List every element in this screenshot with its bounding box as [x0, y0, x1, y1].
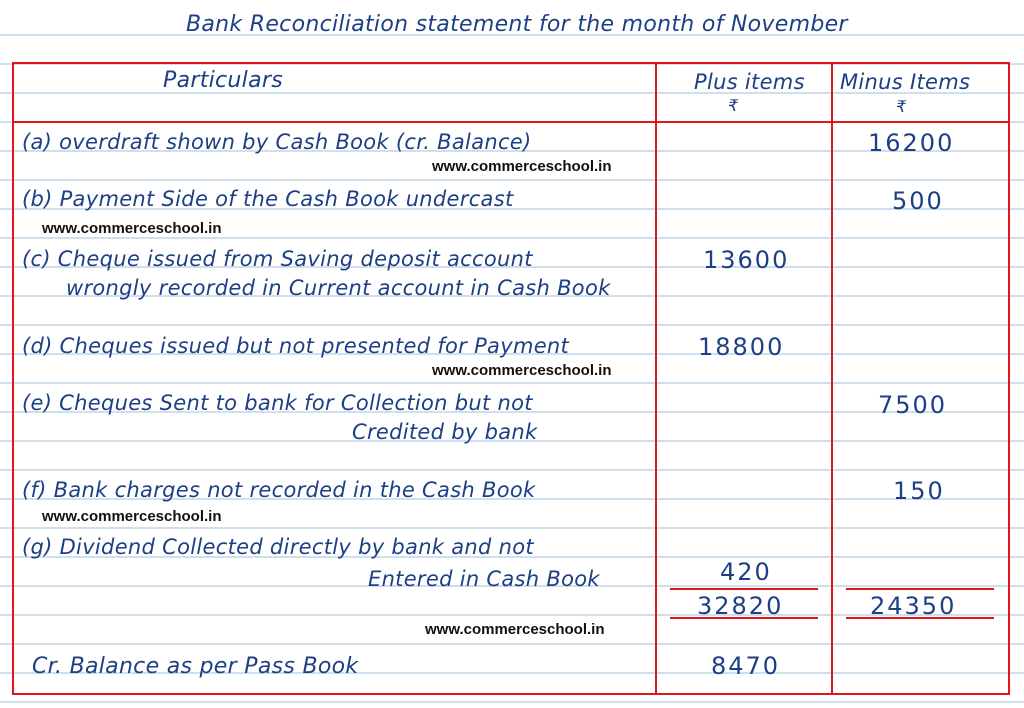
watermark: www.commerceschool.in — [42, 220, 222, 237]
page-title: Bank Reconciliation statement for the mo… — [186, 12, 848, 37]
header-particulars: Particulars — [163, 68, 283, 93]
currency-symbol: ₹ — [728, 96, 739, 115]
balance-plus: 8470 — [711, 652, 781, 680]
row-c-text-2: wrongly recorded in Current account in C… — [66, 276, 611, 300]
row-c-text: (c) Cheque issued from Saving deposit ac… — [22, 247, 533, 271]
header-minus-items: Minus Items — [840, 70, 971, 94]
balance-label: Cr. Balance as per Pass Book — [32, 654, 359, 679]
row-e-text-2: Credited by bank — [352, 420, 538, 444]
watermark: www.commerceschool.in — [432, 362, 612, 379]
header-divider — [12, 121, 1010, 123]
column-divider — [655, 62, 657, 695]
row-f-minus: 150 — [893, 477, 945, 505]
total-line — [670, 617, 818, 619]
total-line — [846, 588, 994, 590]
row-b-minus: 500 — [892, 187, 944, 215]
row-e-minus: 7500 — [878, 391, 948, 419]
row-g-text-2: Entered in Cash Book — [368, 567, 600, 591]
row-f-text: (f) Bank charges not recorded in the Cas… — [22, 478, 536, 502]
total-line — [846, 617, 994, 619]
watermark: www.commerceschool.in — [42, 508, 222, 525]
table-border-left — [12, 62, 14, 695]
column-divider — [831, 62, 833, 695]
row-c-plus: 13600 — [703, 246, 790, 274]
total-plus: 32820 — [697, 592, 784, 620]
row-d-plus: 18800 — [698, 333, 785, 361]
total-minus: 24350 — [870, 592, 957, 620]
watermark: www.commerceschool.in — [432, 158, 612, 175]
watermark: www.commerceschool.in — [425, 621, 605, 638]
row-e-text: (e) Cheques Sent to bank for Collection … — [22, 391, 533, 415]
table-border-top — [12, 62, 1010, 64]
row-d-text: (d) Cheques issued but not presented for… — [22, 334, 570, 358]
table-border-bottom — [12, 693, 1010, 695]
currency-symbol: ₹ — [896, 97, 907, 116]
header-plus-items: Plus items — [694, 70, 805, 94]
total-line — [670, 588, 818, 590]
row-b-text: (b) Payment Side of the Cash Book underc… — [22, 187, 514, 211]
row-g-plus: 420 — [720, 558, 772, 586]
row-a-text: (a) overdraft shown by Cash Book (cr. Ba… — [22, 130, 532, 154]
table-border-right — [1008, 62, 1010, 695]
row-g-text: (g) Dividend Collected directly by bank … — [22, 535, 534, 559]
row-a-minus: 16200 — [868, 129, 955, 157]
